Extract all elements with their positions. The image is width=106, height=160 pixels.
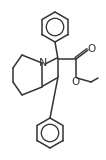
Text: N: N	[39, 57, 48, 68]
Text: O: O	[88, 44, 96, 54]
Text: O: O	[71, 77, 79, 87]
